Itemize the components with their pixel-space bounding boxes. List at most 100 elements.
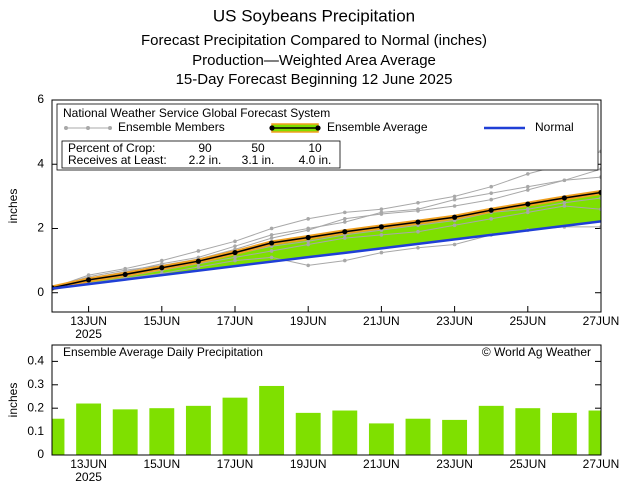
x-tick-label: 25JUN [509,457,546,471]
bar [52,418,65,455]
member-point [269,249,274,253]
member-point [416,229,420,234]
chart-subtitle: Production—Weighted Area Average [192,52,436,69]
average-point [452,214,458,220]
member-point [452,197,457,202]
percent-table-cell: 90 [198,141,212,155]
bar [588,410,601,455]
average-point [269,240,275,246]
x-tick-label: 23JUN [436,314,473,328]
percent-table-box [61,140,341,169]
member-point [489,191,494,195]
average-point [195,258,201,264]
bar [515,408,541,455]
y-tick-label: 0 [37,285,44,299]
bar [259,385,285,455]
normal-line [52,220,601,290]
average-point [525,201,531,207]
legend-label: Ensemble Average [327,120,428,134]
average-point [415,219,421,225]
percent-table-cell: Receives at Least: [68,153,167,167]
member-point [416,200,420,205]
member-point [233,258,237,263]
y-tick-label: 0.1 [27,424,44,438]
member-point [343,210,347,215]
plot-area [52,149,601,291]
panel-title: Ensemble Average Daily Precipitation [63,345,263,359]
member-line [52,150,601,289]
member-point [233,239,237,244]
member-point [416,209,420,213]
member-point [416,245,420,250]
member-point [233,244,237,248]
member-point [379,233,384,237]
x-tick-label: 21JUN [363,314,400,328]
member-point [306,239,311,244]
legend-swatch [315,125,321,131]
member-point [306,217,311,221]
x-tick-label: 13JUN [70,314,107,328]
member-point [343,236,347,240]
member-point [526,188,530,192]
average-point [598,189,601,196]
legend-swatch [108,126,112,130]
x-tick-label: 19JUN [290,457,327,471]
y-tick-label: 0.2 [27,400,44,414]
legend-swatch [64,126,68,130]
chart-title: US Soybeans Precipitation [213,6,415,25]
member-point [343,220,347,224]
member-point [379,212,384,216]
member-point [269,236,274,240]
member-point [489,197,494,202]
x-tick-label: 19JUN [290,314,327,328]
legend-label: Normal [535,120,574,134]
member-point [306,263,311,268]
plot-frame [51,344,602,456]
member-point [489,217,494,221]
percent-table-cell: Percent of Crop: [68,141,155,155]
member-point [269,226,274,231]
percent-table-cell: 4.0 in. [299,153,332,167]
x-tick-label: 17JUN [217,314,254,328]
member-point [379,250,384,255]
x-year-label: 2025 [75,327,102,341]
member-point [526,184,530,189]
average-point [488,207,494,213]
x-tick-label: 17JUN [217,457,254,471]
bar [295,412,321,455]
member-point [489,184,494,189]
member-point [452,223,457,228]
member-point [343,217,347,221]
legend-swatch [86,126,90,130]
member-point [526,210,530,215]
x-tick-label: 13JUN [70,457,107,471]
bar [76,403,102,455]
member-point [269,255,274,260]
y-tick-label: 2 [37,221,44,235]
y-tick-label: 6 [37,92,44,106]
x-tick-label: 15JUN [143,457,180,471]
plot-frame [51,99,602,313]
member-point [452,194,457,199]
x-tick-label: 27JUN [583,457,620,471]
average-point [305,234,311,241]
bar [478,405,504,455]
member-point [160,258,164,263]
y-tick-label: 4 [37,156,44,170]
member-point [379,207,384,212]
y-tick-label: 0.3 [27,377,44,391]
x-year-label: 2025 [75,470,102,483]
y-tick-label: 0 [37,447,44,461]
member-point [123,268,127,273]
percent-table-cell: 10 [308,141,322,155]
x-tick-label: 25JUN [509,314,546,328]
member-point [452,242,457,247]
bar [149,408,175,455]
bar [185,405,211,455]
member-point [562,204,567,208]
percent-table-cell: 2.2 in. [189,153,222,167]
member-point [343,258,347,263]
bar [551,412,577,455]
x-tick-label: 21JUN [363,457,400,471]
